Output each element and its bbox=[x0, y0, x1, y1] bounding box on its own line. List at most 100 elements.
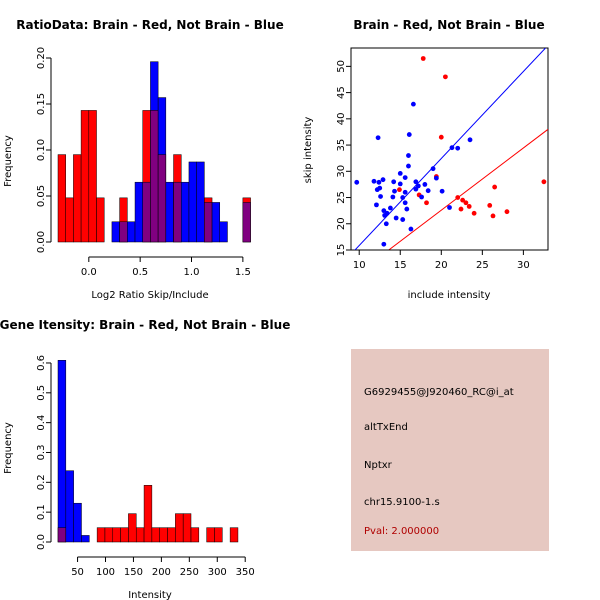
scatter-point-not-brain bbox=[449, 145, 455, 151]
intensity-x-tick-label: 100 bbox=[96, 567, 115, 578]
intensity-bar-brain bbox=[135, 527, 145, 543]
scatter-point-brain bbox=[492, 184, 498, 190]
scatter-point-not-brain bbox=[455, 145, 461, 151]
scatter-point-brain bbox=[541, 179, 547, 185]
intensity-xlabel: Intensity bbox=[128, 590, 172, 600]
scatter-point-not-brain bbox=[433, 175, 439, 181]
scatter-point-brain bbox=[442, 74, 448, 80]
scatter-point-brain bbox=[458, 206, 464, 212]
scatter-point-brain bbox=[424, 200, 429, 206]
scatter-point-not-brain bbox=[392, 188, 397, 194]
ratio-x-tick-label: 1.5 bbox=[235, 267, 251, 278]
scatter-x-tick-label: 30 bbox=[517, 260, 530, 271]
scatter-point-not-brain bbox=[413, 179, 419, 185]
gene-name-label: Nptxr bbox=[364, 460, 392, 471]
scatter-point-not-brain bbox=[375, 135, 381, 141]
scatter-point-not-brain bbox=[404, 206, 410, 212]
scatter-point-not-brain bbox=[400, 217, 406, 222]
scatter-point-not-brain bbox=[415, 183, 421, 189]
scatter-blue-diagonal-line bbox=[354, 48, 546, 250]
scatter-point-not-brain bbox=[402, 189, 408, 195]
intensity-histogram: Gene Itensity: Brain - Red, Not Brain - … bbox=[0, 318, 290, 600]
intensity-bar-brain bbox=[214, 527, 223, 543]
ratio-bar-not-brain bbox=[211, 202, 221, 243]
intensity-y-tick-label: 0.3 bbox=[36, 445, 47, 461]
scatter-point-brain bbox=[487, 203, 493, 208]
ratio-bar-not-brain bbox=[111, 221, 120, 243]
scatter-plot: Brain - Red, Not Brain - Blue include in… bbox=[303, 18, 549, 301]
scatter-point-not-brain bbox=[374, 202, 379, 208]
scatter-point-not-brain bbox=[425, 188, 431, 194]
intensity-bar-brain bbox=[167, 527, 176, 543]
scatter-y-tick-label: 25 bbox=[336, 191, 347, 204]
ratio-x-tick-label: 0.0 bbox=[81, 267, 97, 278]
scatter-y-tick-label: 40 bbox=[336, 112, 347, 125]
scatter-point-not-brain bbox=[354, 179, 360, 185]
intensity-y-tick-label: 0.6 bbox=[36, 355, 47, 371]
scatter-point-brain bbox=[466, 204, 472, 209]
scatter-point-brain bbox=[397, 187, 402, 193]
scatter-x-tick-label: 15 bbox=[394, 260, 407, 271]
scatter-y-tick-label: 15 bbox=[336, 244, 347, 257]
intensity-bar-not-brain bbox=[57, 360, 67, 543]
ratio-x-tick-label: 0.5 bbox=[132, 267, 148, 278]
ratio-y-tick-label: 0.05 bbox=[36, 185, 47, 207]
scatter-plot-box bbox=[350, 47, 549, 251]
scatter-point-not-brain bbox=[380, 177, 386, 183]
scatter-point-not-brain bbox=[467, 137, 473, 143]
ratio-y-tick-label: 0.20 bbox=[36, 47, 47, 69]
probe-id-label: G6929455@J920460_RC@i_at bbox=[364, 387, 514, 398]
intensity-bar-overlap bbox=[57, 527, 67, 543]
intensity-bar-brain bbox=[104, 527, 114, 543]
scatter-point-brain bbox=[471, 210, 477, 216]
ratio-bar-not-brain bbox=[127, 221, 136, 243]
scatter-xlabel: include intensity bbox=[408, 290, 491, 301]
intensity-bar-brain bbox=[182, 513, 192, 543]
scatter-x-tick-label: 10 bbox=[353, 260, 366, 271]
ratio-bar-brain bbox=[96, 197, 105, 243]
intensity-x-tick-label: 200 bbox=[152, 567, 171, 578]
intensity-bar-brain bbox=[190, 527, 200, 543]
scatter-point-brain bbox=[460, 197, 466, 203]
intensity-title: Gene Itensity: Brain - Red, Not Brain - … bbox=[0, 318, 290, 332]
scatter-point-not-brain bbox=[408, 226, 414, 232]
intensity-ylabel: Frequency bbox=[3, 422, 14, 474]
scatter-y-tick-label: 45 bbox=[336, 86, 347, 99]
intensity-bar-brain bbox=[229, 527, 239, 543]
ratio-x-tick-label: 1.0 bbox=[184, 267, 200, 278]
intensity-x-tick-label: 350 bbox=[236, 567, 255, 578]
scatter-point-not-brain bbox=[377, 185, 383, 191]
scatter-point-brain bbox=[420, 56, 426, 61]
intensity-x-tick-label: 250 bbox=[180, 567, 199, 578]
scatter-point-not-brain bbox=[430, 166, 436, 172]
scatter-points bbox=[354, 48, 548, 250]
intensity-bar-brain bbox=[159, 527, 168, 543]
intensity-x-tick-label: 50 bbox=[71, 567, 84, 578]
info-panel: G6929455@J920460_RC@i_at altTxEnd Nptxr … bbox=[351, 349, 549, 551]
intensity-bars bbox=[57, 360, 239, 543]
intensity-y-tick-label: 0.2 bbox=[36, 474, 47, 490]
scatter-point-not-brain bbox=[422, 182, 428, 187]
ratio-y-tick-label: 0.10 bbox=[36, 139, 47, 161]
scatter-point-not-brain bbox=[406, 163, 411, 169]
intensity-bar-brain bbox=[143, 485, 153, 543]
scatter-point-not-brain bbox=[400, 195, 406, 200]
intensity-bar-brain bbox=[112, 527, 121, 543]
intensity-bar-not-brain bbox=[65, 470, 74, 543]
intensity-bar-not-brain bbox=[81, 535, 90, 543]
intensity-bar-brain bbox=[151, 527, 160, 543]
ratio-bar-overlap bbox=[173, 181, 182, 243]
scatter-point-not-brain bbox=[397, 181, 403, 187]
scatter-point-not-brain bbox=[371, 178, 377, 184]
ratio-bar-not-brain bbox=[196, 161, 205, 243]
ratio-bar-overlap bbox=[242, 202, 251, 243]
scatter-point-not-brain bbox=[447, 205, 452, 210]
ratio-bar-not-brain bbox=[165, 181, 174, 243]
intensity-bar-not-brain bbox=[73, 502, 82, 543]
scatter-point-not-brain bbox=[397, 170, 403, 176]
ratio-bar-brain bbox=[88, 110, 97, 243]
ratio-bar-brain bbox=[73, 154, 82, 243]
ratio-bar-not-brain bbox=[134, 181, 143, 243]
ratio-bar-overlap bbox=[150, 110, 159, 243]
